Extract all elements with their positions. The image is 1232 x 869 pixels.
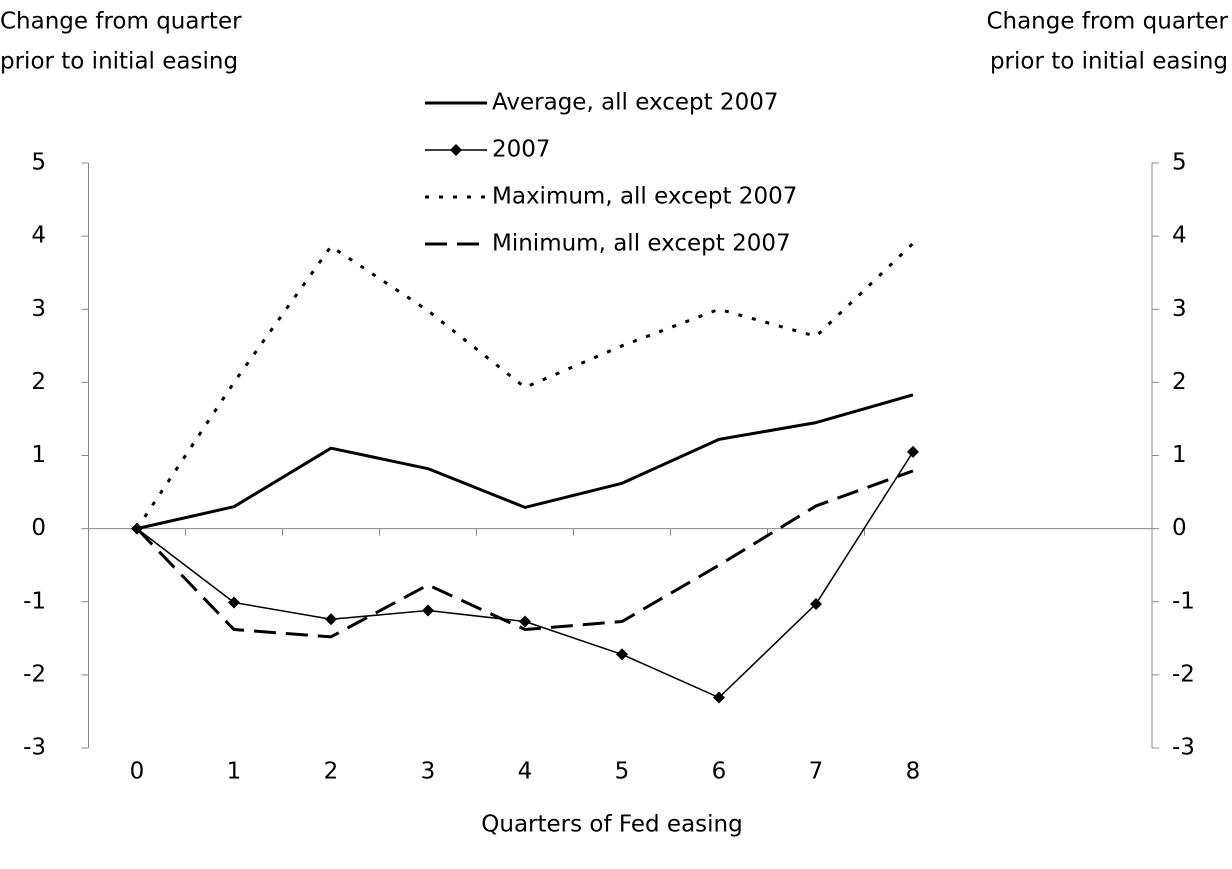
y2-axis-label: prior to initial easing [990,49,1228,75]
series-line [136,451,914,699]
series-line [135,242,915,530]
data-point [713,691,725,704]
data-point [422,604,434,617]
y-tick-label: -3 [23,735,46,761]
legend-label: Average, all except 2007 [492,90,778,116]
y2-axis-label: Change from quarter [986,9,1228,35]
y-tick-label: -2 [23,661,46,687]
legend-marker [450,144,462,156]
data-point [325,613,337,626]
x-tick-label: 0 [130,759,145,785]
y2-tick-label: -3 [1172,735,1195,761]
y-axis-label: prior to initial easing [0,49,238,75]
legend-label: Maximum, all except 2007 [492,184,797,210]
y2-tick-label: -2 [1172,661,1195,687]
series-line [135,469,914,639]
y2-tick-label: 1 [1172,442,1187,468]
legend-label: 2007 [492,137,551,163]
legend-label: Minimum, all except 2007 [492,231,791,257]
x-tick-label: 2 [324,759,339,785]
x-tick-label: 7 [809,759,824,785]
data-point [519,615,531,628]
y-tick-label: 0 [31,515,46,541]
x-tick-label: 1 [227,759,242,785]
y2-tick-label: 4 [1172,223,1187,249]
y2-tick-label: 5 [1172,150,1187,176]
data-point [810,597,822,610]
y2-tick-label: 2 [1172,369,1187,395]
data-point [907,445,919,458]
x-axis-label: Quarters of Fed easing [481,812,742,838]
y2-tick-label: 0 [1172,515,1187,541]
x-tick-label: 8 [906,759,921,785]
y2-tick-label: -1 [1172,588,1195,614]
x-tick-label: 4 [518,759,533,785]
y-tick-label: 1 [31,442,46,468]
x-tick-label: 5 [615,759,630,785]
y2-tick-label: 3 [1172,296,1187,322]
data-point [616,648,628,661]
series-line [136,393,914,531]
y-tick-label: 4 [31,223,46,249]
y-tick-label: 2 [31,369,46,395]
y-tick-label: 3 [31,296,46,322]
y-tick-label: 5 [31,150,46,176]
x-tick-label: 6 [712,759,727,785]
y-tick-label: -1 [23,588,46,614]
x-tick-label: 3 [421,759,436,785]
data-point [228,596,240,609]
y-axis-label: Change from quarter [0,9,242,35]
